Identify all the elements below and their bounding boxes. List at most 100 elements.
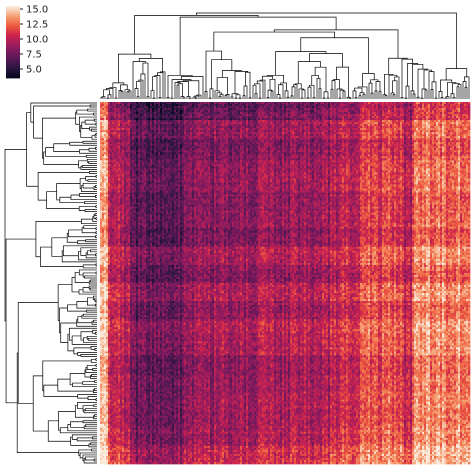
heatmap-cell (232, 132, 234, 134)
heatmap-cell (292, 126, 294, 128)
heatmap-cell (100, 112, 102, 114)
heatmap-cell (354, 124, 356, 126)
heatmap-cell (454, 134, 456, 136)
heatmap-cell (138, 106, 140, 108)
heatmap-cell (310, 134, 312, 136)
heatmap-cell (216, 128, 218, 130)
heatmap-cell (244, 106, 246, 108)
heatmap-cell (278, 138, 280, 140)
heatmap-cell (204, 122, 206, 124)
heatmap-cell (292, 102, 294, 104)
heatmap-cell (394, 124, 396, 126)
heatmap-cell (194, 114, 196, 116)
heatmap-cell (390, 106, 392, 108)
heatmap-cell (224, 142, 226, 144)
heatmap-cell (336, 106, 338, 108)
heatmap-cell (168, 146, 170, 148)
heatmap-cell (114, 136, 116, 138)
heatmap-cell (352, 144, 354, 146)
heatmap-cell (372, 134, 374, 136)
dendrogram-link (94, 113, 97, 115)
heatmap-cell (338, 132, 340, 134)
heatmap-cell (424, 144, 426, 146)
heatmap-cell (314, 146, 316, 148)
heatmap-cell (458, 146, 460, 148)
heatmap-cell (138, 130, 140, 132)
heatmap-cell (198, 114, 200, 116)
heatmap-cell (224, 128, 226, 130)
heatmap-cell (102, 114, 104, 116)
heatmap-cell (122, 142, 124, 144)
heatmap-cell (344, 138, 346, 140)
dendrogram-link (391, 93, 394, 99)
heatmap-cell (108, 122, 110, 124)
heatmap-cell (174, 148, 176, 150)
heatmap-cell (268, 146, 270, 148)
heatmap-cell (274, 126, 276, 128)
heatmap-cell (362, 132, 364, 134)
heatmap-cell (148, 138, 150, 140)
heatmap-cell (404, 120, 406, 122)
heatmap-cell (328, 112, 330, 114)
heatmap-cell (362, 118, 364, 120)
heatmap-cell (300, 144, 302, 146)
heatmap-cell (168, 148, 170, 150)
heatmap-cell (202, 112, 204, 114)
heatmap-cell (156, 106, 158, 108)
heatmap-cell (112, 134, 114, 136)
heatmap-cell (466, 134, 468, 136)
heatmap-cell (468, 124, 470, 126)
heatmap-cell (304, 116, 306, 118)
heatmap-cell (162, 136, 164, 138)
heatmap-cell (422, 118, 424, 120)
heatmap-cell (408, 134, 410, 136)
heatmap-cell (168, 110, 170, 112)
heatmap-cell (398, 110, 400, 112)
heatmap-cell (330, 108, 332, 110)
heatmap-cell (278, 132, 280, 134)
heatmap-cell (392, 116, 394, 118)
heatmap-cell (196, 140, 198, 142)
heatmap-cell (108, 132, 110, 134)
heatmap-cell (192, 102, 194, 104)
heatmap-cell (464, 122, 466, 124)
heatmap-cell (178, 132, 180, 134)
heatmap-cell (158, 118, 160, 120)
heatmap-cell (328, 124, 330, 126)
heatmap-cell (116, 120, 118, 122)
heatmap-cell (136, 146, 138, 148)
heatmap-cell (382, 146, 384, 148)
heatmap-cell (268, 136, 270, 138)
heatmap-cell (376, 128, 378, 130)
heatmap-cell (132, 104, 134, 106)
heatmap-cell (252, 136, 254, 138)
heatmap-cell (250, 140, 252, 142)
heatmap-cell (206, 108, 208, 110)
heatmap-cell (392, 122, 394, 124)
heatmap-cell (258, 124, 260, 126)
heatmap-cell (290, 110, 292, 112)
heatmap-cell (300, 126, 302, 128)
heatmap-cell (174, 114, 176, 116)
heatmap-cell (234, 142, 236, 144)
heatmap-cell (456, 130, 458, 132)
heatmap-cell (308, 148, 310, 150)
heatmap-cell (194, 142, 196, 144)
heatmap-cell (340, 122, 342, 124)
heatmap-cell (336, 104, 338, 106)
heatmap-cell (148, 122, 150, 124)
heatmap-cell (252, 130, 254, 132)
heatmap-cell (452, 124, 454, 126)
heatmap-cell (382, 144, 384, 146)
heatmap-cell (170, 104, 172, 106)
heatmap-cell (354, 130, 356, 132)
heatmap-cell (138, 142, 140, 144)
heatmap-cell (348, 112, 350, 114)
heatmap-cell (270, 146, 272, 148)
heatmap-cell (418, 104, 420, 106)
heatmap-cell (244, 104, 246, 106)
heatmap-cell (176, 142, 178, 144)
heatmap-cell (256, 128, 258, 130)
heatmap-cell (450, 134, 452, 136)
